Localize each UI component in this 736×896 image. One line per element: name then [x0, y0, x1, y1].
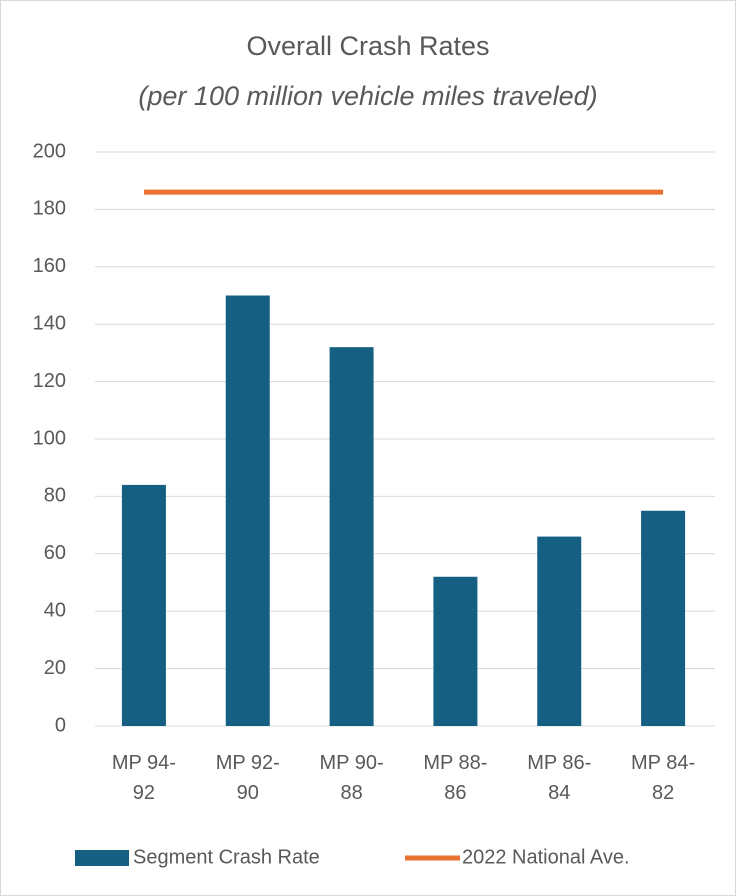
y-tick-label: 160 — [33, 255, 66, 277]
bar — [537, 536, 582, 726]
x-tick-label: MP 92-90 — [215, 752, 280, 804]
bar — [225, 295, 270, 726]
x-tick-label: MP 86-84 — [527, 752, 592, 804]
bar — [121, 484, 166, 726]
y-tick-label: 80 — [44, 485, 66, 507]
y-tick-label: 40 — [44, 599, 66, 621]
y-tick-label: 200 — [33, 140, 66, 162]
legend-swatch — [75, 850, 129, 866]
bar — [641, 510, 686, 726]
y-tick-label: 140 — [33, 312, 66, 334]
x-tick-label: MP 90-88 — [319, 752, 384, 804]
x-tick-label: MP 88-86 — [423, 752, 488, 804]
y-tick-label: 60 — [44, 542, 66, 564]
bar — [433, 576, 478, 726]
y-tick-label: 100 — [33, 427, 66, 449]
x-tick-label: MP 84-82 — [631, 752, 696, 804]
bar — [329, 347, 374, 726]
y-tick-label: 120 — [33, 370, 66, 392]
x-tick-label: MP 94-92 — [111, 752, 176, 804]
chart-subtitle: (per 100 million vehicle miles traveled) — [138, 81, 597, 111]
chart-title: Overall Crash Rates — [246, 31, 489, 61]
y-tick-label: 0 — [55, 714, 66, 736]
legend-label: 2022 National Ave. — [462, 846, 630, 868]
legend-label: Segment Crash Rate — [133, 846, 320, 868]
y-tick-label: 20 — [44, 657, 66, 679]
y-tick-label: 180 — [33, 198, 66, 220]
